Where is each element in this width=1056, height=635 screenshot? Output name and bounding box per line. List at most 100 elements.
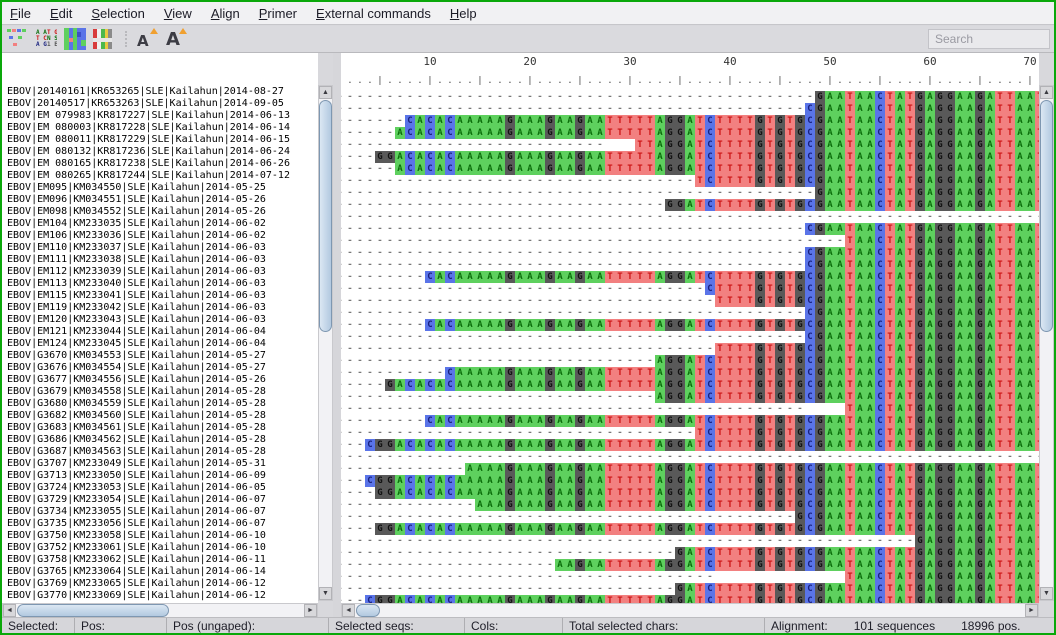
scroll-down-icon[interactable]: ▼ [1040,587,1053,600]
sequence-name-row[interactable]: EBOV|G3770|KM233069|SLE|Kailahun|2014-06… [7,590,266,601]
sequence-name-row[interactable]: EBOV|G3676|KM034554|SLE|Kailahun|2014-05… [7,362,266,373]
alignment-row[interactable]: ---------CACAAAAAGAAAGAAGAATTTTTAGGATCTT… [341,266,1039,283]
sequence-name-row[interactable]: EBOV|G3713|KM233050|SLE|Kailahun|2014-06… [7,470,266,481]
sequence-name-row[interactable]: EBOV|EM 080165|KR817238|SLE|Kailahun|201… [7,158,290,169]
alignment-row[interactable]: -----GACACACAAAAAGAAAGAAGAATTTTTAGGATCTT… [341,374,1039,391]
sequence-name-row[interactable]: EBOV|EM113|KM233040|SLE|Kailahun|2014-06… [7,278,266,289]
sequence-name-row[interactable]: EBOV|EM095|KM034550|SLE|Kailahun|2014-05… [7,182,266,193]
sequence-name-row[interactable]: EBOV|20140161|KR653265|SLE|Kailahun|2014… [7,86,284,97]
sequence-name-row[interactable]: EBOV|G3687|KM034563|SLE|Kailahun|2014-05… [7,446,266,457]
sequence-name-row[interactable]: EBOV|EM 079983|KR817227|SLE|Kailahun|201… [7,110,290,121]
alignment-row[interactable]: ----------------------------------------… [341,326,1039,343]
sequence-name-row[interactable]: EBOV|EM120|KM233043|SLE|Kailahun|2014-06… [7,314,266,325]
alignment-row[interactable]: ---------------------------TTAGGATCTTTTG… [341,134,1039,151]
menu-external-commands[interactable]: External commands [316,5,431,21]
menu-edit[interactable]: Edit [49,5,73,21]
sequence-name-row[interactable]: EBOV|G3769|KM233065|SLE|Kailahun|2014-06… [7,578,266,589]
alignment-row[interactable]: ----------------------------------------… [341,302,1039,319]
scroll-down-icon[interactable]: ▼ [319,587,332,600]
highlight-mosaic-icon[interactable] [64,28,86,50]
alignment-row[interactable]: --------------------------------------TA… [341,566,1039,583]
menu-view[interactable]: View [163,5,192,21]
sequence-name-row[interactable]: EBOV|EM 080132|KR817236|SLE|Kailahun|201… [7,146,290,157]
alignment-row[interactable]: ------ACACACAAAAAGAAAGAAGAATTTTTAGGATCTT… [341,158,1039,175]
scroll-up-icon[interactable]: ▲ [319,86,332,99]
alignment-row[interactable]: ---------CACAAAAAGAAAGAAGAATTTTTAGGATCTT… [341,410,1039,427]
scroll-left-icon[interactable]: ◄ [3,604,16,617]
color-bars-icon[interactable] [92,28,114,50]
sequence-name-row[interactable]: EBOV|EM110|KM233037|SLE|Kailahun|2014-06… [7,242,266,253]
alignment-row[interactable]: ---CGGACACACAAAAAGAAAGAAGAATTTTTAGGATCTT… [341,590,1039,603]
alignment-row[interactable]: ----------------------------------------… [341,452,1039,462]
alignment-row[interactable]: ----------------------------------------… [341,506,1039,523]
sequence-name-row[interactable]: EBOV|G3686|KM034562|SLE|Kailahun|2014-05… [7,434,266,445]
name-scrollbar-thumb[interactable] [319,100,332,332]
alignment-row[interactable]: ----------------------------------------… [341,86,1039,103]
menu-help[interactable]: Help [449,5,477,21]
sequence-name-row[interactable]: EBOV|G3670|KM034553|SLE|Kailahun|2014-05… [7,350,266,361]
alignment-row[interactable]: ----GGACACACAAAAAGAAAGAAGAATTTTTAGGATCTT… [341,146,1039,163]
sequence-name-row[interactable]: EBOV|EM112|KM233039|SLE|Kailahun|2014-06… [7,266,266,277]
alignment-row[interactable]: ----------------------------------------… [341,212,1039,222]
alignment-vertical-scrollbar[interactable]: ▲ ▼ [1039,85,1054,601]
sequence-name-row[interactable]: EBOV|G3682|KM034560|SLE|Kailahun|2014-05… [7,410,266,421]
alignment-row[interactable]: --------------AAAGAAAGAAGAATTTTTAGGATCTT… [341,494,1039,511]
sequence-name-row[interactable]: EBOV|EM121|KM233044|SLE|Kailahun|2014-06… [7,326,266,337]
sequence-name-row[interactable]: EBOV|EM106|KM233036|SLE|Kailahun|2014-06… [7,230,266,241]
alignment-row[interactable]: -----------CAAAAAGAAAGAAGAATTTTTAGGATCTT… [341,362,1039,379]
decrease-font-icon[interactable]: A [135,28,159,50]
sequence-name-row[interactable]: EBOV|G3707|KM233049|SLE|Kailahun|2014-05… [7,458,266,469]
search-input[interactable] [928,29,1050,49]
alignment-row[interactable]: ----------------------AAGAATTTTTAGGATCTT… [341,554,1039,571]
scroll-left-icon[interactable]: ◄ [342,604,355,617]
name-hscrollbar-thumb[interactable] [17,604,169,617]
sequence-name-row[interactable]: EBOV|EM 080265|KR817244|SLE|Kailahun|201… [7,170,290,181]
scroll-right-icon[interactable]: ► [1025,604,1038,617]
alignment-hscrollbar-thumb[interactable] [356,604,380,617]
name-list-horizontal-scrollbar[interactable]: ◄ ► [2,603,318,618]
alignment-row[interactable]: ----GGACACACAAAAAGAAAGAAGAATTTTTAGGATCTT… [341,482,1039,499]
sequence-name-row[interactable]: EBOV|EM124|KM233045|SLE|Kailahun|2014-06… [7,338,266,349]
alignment-row[interactable]: ---CGGACACACAAAAAGAAAGAAGAATTTTTAGGATCTT… [341,434,1039,451]
alignment-row[interactable]: ----------------------------------------… [341,254,1039,271]
sequence-name-row[interactable]: EBOV|G3729|KM233054|SLE|Kailahun|2014-06… [7,494,266,505]
sequence-name-row[interactable]: EBOV|G3734|KM233055|SLE|Kailahun|2014-06… [7,506,266,517]
alignment-row[interactable]: ------------------------------------TCTT… [341,422,1039,439]
alignment-colors-icon[interactable] [6,28,28,50]
sequence-name-row[interactable]: EBOV|G3765|KM233064|SLE|Kailahun|2014-06… [7,566,266,577]
sequence-name-row[interactable]: EBOV|EM098|KM034552|SLE|Kailahun|2014-05… [7,206,266,217]
alignment-canvas[interactable]: ----------------------------------------… [341,86,1039,603]
sequence-name-row[interactable]: EBOV|G3683|KM034561|SLE|Kailahun|2014-05… [7,422,266,433]
menu-file[interactable]: File [10,5,31,21]
alignment-row[interactable]: ----------------------------------GATCTT… [341,578,1039,595]
alignment-row[interactable]: ------ACACACAAAAAGAAAGAAGAATTTTTAGGATCTT… [341,122,1039,139]
sequence-name-row[interactable]: EBOV|EM 080011|KR817229|SLE|Kailahun|201… [7,134,290,145]
sequence-name-row[interactable]: EBOV|G3677|KM034556|SLE|Kailahun|2014-05… [7,374,266,385]
sequence-name-row[interactable]: EBOV|20140517|KR653263|SLE|Kailahun|2014… [7,98,284,109]
sequence-name-row[interactable]: EBOV|G3758|KM233062|SLE|Kailahun|2014-06… [7,554,266,565]
scroll-up-icon[interactable]: ▲ [1040,86,1053,99]
sequence-name-row[interactable]: EBOV|G3679|KM034558|SLE|Kailahun|2014-05… [7,386,266,397]
alignment-row[interactable]: ----------------------------------------… [341,230,1039,247]
menu-selection[interactable]: Selection [91,5,145,21]
panel-splitter[interactable] [333,53,341,618]
sequence-name-row[interactable]: EBOV|EM104|KM233035|SLE|Kailahun|2014-06… [7,218,266,229]
increase-font-icon[interactable]: A [164,28,188,50]
alignment-scrollbar-thumb[interactable] [1040,100,1053,332]
alignment-row[interactable]: ----GGACACACAAAAAGAAAGAAGAATTTTTAGGATCTT… [341,518,1039,535]
sequence-name-row[interactable]: EBOV|EM115|KM233041|SLE|Kailahun|2014-06… [7,290,266,301]
alignment-row[interactable]: ----------------------------------------… [341,530,1039,547]
menu-align[interactable]: Align [210,5,240,21]
sequence-name-row[interactable]: EBOV|EM119|KM233042|SLE|Kailahun|2014-06… [7,302,266,313]
alignment-row[interactable]: --------------------------------AGGATCTT… [341,350,1039,367]
alignment-row[interactable]: ----------------------------------------… [341,242,1039,259]
sequence-name-row[interactable]: EBOV|EM096|KM034551|SLE|Kailahun|2014-05… [7,194,266,205]
sequence-name-row[interactable]: EBOV|EM 080003|KR817228|SLE|Kailahun|201… [7,122,290,133]
alignment-row[interactable]: ------------------------------------TCTT… [341,170,1039,187]
alignment-row[interactable]: ---------------------------------GGATCTT… [341,194,1039,211]
alignment-row[interactable]: -------CACACAAAAAGAAAGAAGAATTTTTAGGATCTT… [341,110,1039,127]
sequence-name-panel[interactable]: EBOV|20140161|KR653265|SLE|Kailahun|2014… [2,53,318,603]
alignment-row[interactable]: ---CGGACACACAAAAAGAAAGAAGAATTTTTAGGATCTT… [341,470,1039,487]
alignment-horizontal-scrollbar[interactable]: ◄ ► [341,603,1039,618]
